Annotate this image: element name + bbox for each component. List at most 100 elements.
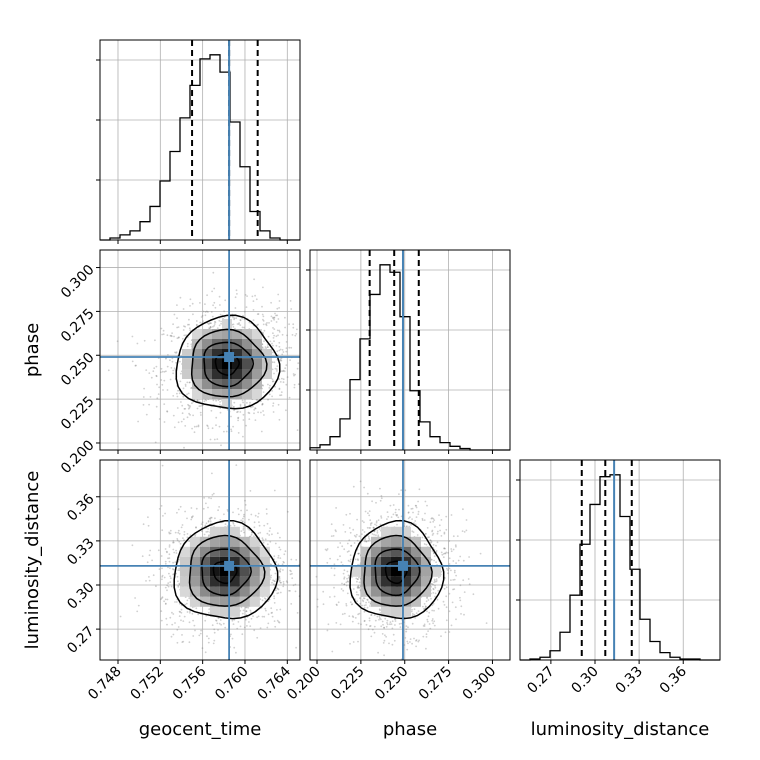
sample-point [189,298,192,301]
density-cell [239,576,250,587]
sample-point [278,345,281,348]
sample-point [234,296,237,299]
sample-point [409,641,411,643]
density-cell [239,586,250,597]
sample-point [351,620,354,623]
sample-point [267,398,269,401]
sample-point [342,572,345,575]
sample-point [255,398,258,401]
sample-point [423,623,426,626]
sample-point [208,322,211,325]
sample-point [394,620,397,622]
sample-point [411,642,413,645]
sample-point [386,619,389,622]
sample-point [156,383,158,386]
sample-point [177,531,180,534]
sample-point [450,624,453,627]
sample-point [198,405,201,407]
sample-point [363,606,366,609]
sample-point [281,377,283,380]
sample-point [442,556,445,559]
sample-point [273,580,276,582]
sample-point [329,596,331,598]
sample-point [361,520,364,522]
sample-point [443,531,446,534]
density-cell [411,586,421,597]
sample-point [271,378,274,381]
x-tick-label: 0.33 [613,664,646,697]
sample-point [188,540,191,542]
sample-point [463,613,465,616]
sample-point [406,640,409,643]
sample-point [173,367,176,370]
sample-point [261,331,264,334]
sample-point [413,608,416,611]
sample-point [254,294,256,297]
sample-point [264,607,267,610]
sample-point [357,613,359,616]
sample-point [454,606,457,609]
sample-point [207,506,209,509]
sample-point [252,300,255,302]
sample-point [451,601,454,604]
sample-point [343,583,346,585]
sample-point [213,323,216,325]
sample-point [275,335,278,338]
sample-point [350,544,353,547]
sample-point [185,334,187,337]
sample-point [274,312,276,315]
sample-point [372,527,375,529]
sample-point [174,351,176,354]
sample-point [262,318,264,321]
sample-point [207,528,210,530]
density-cell [212,369,222,379]
sample-point [249,403,251,406]
x-axis-label-phase: phase [383,719,437,740]
sample-point [343,569,346,572]
sample-point [262,391,265,393]
density-cell [182,369,192,379]
sample-point [376,615,379,618]
panel-frame [99,249,301,451]
sample-point [422,605,424,608]
sample-point [430,541,433,543]
sample-point [261,615,264,618]
sample-point [239,324,242,326]
sample-point [283,553,286,556]
sample-point [207,611,210,614]
sample-point [429,521,432,524]
sample-point [348,550,350,552]
sample-point [268,393,271,396]
density-cell [401,566,411,577]
sample-point [212,492,215,495]
sample-point [216,327,219,329]
sample-point [282,351,285,353]
sample-point [195,320,198,322]
contour-level [173,519,279,620]
sample-point [273,340,275,343]
sample-point [284,316,286,319]
sample-point [182,640,185,643]
sample-point [183,539,185,542]
sample-point [375,501,377,504]
sample-point [443,604,446,606]
sample-point [210,311,213,313]
sample-point [223,430,225,433]
sample-point [233,317,236,320]
density-cell [229,526,240,537]
sample-point [172,372,175,375]
sample-point [155,585,157,588]
sample-point [277,334,279,337]
sample-point [172,414,175,417]
sample-point [184,385,187,387]
sample-point [242,609,245,612]
sample-point [160,505,163,507]
sample-point [366,606,369,609]
sample-point [224,299,227,302]
sample-point [279,359,282,362]
density-cell [242,389,252,399]
sample-point [374,619,377,622]
sample-point [191,402,193,405]
sample-point [265,609,267,612]
sample-point [246,509,248,512]
